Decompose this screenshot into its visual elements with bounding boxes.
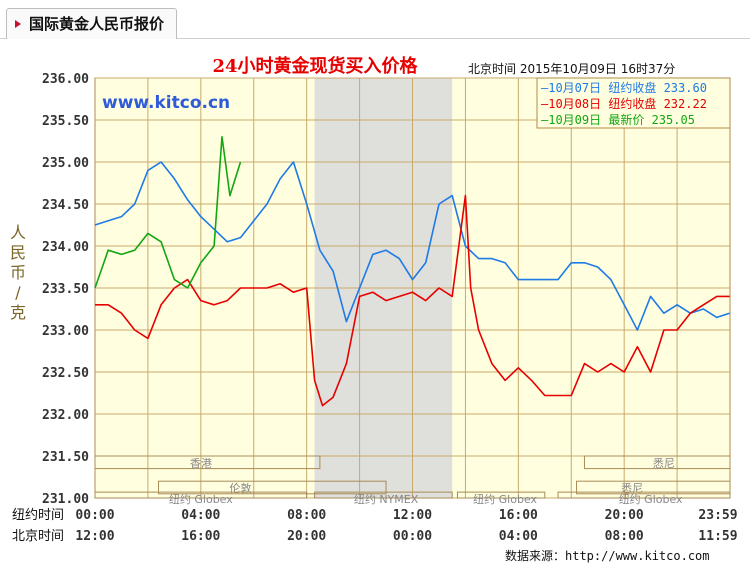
x-tick-label: 08:00 xyxy=(287,508,326,523)
x-row-label: 北京时间 xyxy=(12,529,64,544)
session-box xyxy=(158,480,387,495)
session-box xyxy=(456,491,546,499)
x-tick-label: 20:00 xyxy=(287,529,326,544)
session-label: 悉尼 xyxy=(653,457,675,470)
chart-title: 24小时黄金现货买入价格 xyxy=(212,55,418,77)
series-lines xyxy=(94,136,730,407)
x-tick-label: 16:00 xyxy=(181,529,220,544)
series-line-1 xyxy=(95,194,730,407)
session-label: 纽约 Globex xyxy=(619,492,683,506)
legend: —10月07日 纽约收盘 233.60—10月08日 纽约收盘 232.22—1… xyxy=(536,77,731,129)
legend-entry: —10月07日 纽约收盘 233.60 xyxy=(541,80,707,95)
y-label-char: 人 xyxy=(10,223,26,242)
x-tick-label: 12:00 xyxy=(393,508,432,523)
y-tick-label: 231.00 xyxy=(42,492,89,507)
session-label: 纽约 NYMEX xyxy=(354,492,419,506)
session-box xyxy=(314,491,453,499)
legend-entry: —10月08日 纽约收盘 232.22 xyxy=(541,96,707,111)
x-tick-label: 12:00 xyxy=(75,529,114,544)
x-tick-label: 04:00 xyxy=(499,529,538,544)
y-label-char: 克 xyxy=(10,303,26,322)
x-tick-label: 23:59 xyxy=(698,508,737,523)
y-tick-label: 233.50 xyxy=(42,282,89,297)
chart-panel: 香港 悉尼 伦敦 悉尼 纽约 Globex 纽约 NYMEX 纽约 Globex 纽约 Glo… xyxy=(0,40,750,568)
session-box xyxy=(94,491,308,499)
x-tick-label: 20:00 xyxy=(605,508,644,523)
session-label: 纽约 Globex xyxy=(473,492,537,506)
session-box xyxy=(557,491,731,499)
session-label: 纽约 Globex xyxy=(169,492,233,506)
x-tick-label: 16:00 xyxy=(499,508,538,523)
session-box xyxy=(576,480,731,495)
y-tick-label: 233.00 xyxy=(42,324,89,339)
x-tick-labels: 纽约时间 00:00 04:00 08:00 12:00 16:00 20:00 23:59 北… xyxy=(12,508,738,544)
y-tick-labels: 236.00 235.50 235.00 234.50 234.00 233.50 233.… xyxy=(42,72,89,507)
x-tick-label: 08:00 xyxy=(605,529,644,544)
y-tick-label: 234.00 xyxy=(42,240,89,255)
session-box xyxy=(583,455,731,470)
y-tick-label: 232.00 xyxy=(42,408,89,423)
tab-arrow-icon xyxy=(15,20,21,28)
tab-title: 国际黄金人民币报价 xyxy=(29,15,165,33)
timestamp: 北京时间 2015年10月09日 16时37分 xyxy=(468,62,675,76)
y-axis-label: 人民币/克 xyxy=(10,223,26,322)
y-label-char: / xyxy=(15,283,21,302)
y-tick-label: 236.00 xyxy=(42,72,89,87)
y-tick-label: 232.50 xyxy=(42,366,89,381)
session-label: 伦敦 xyxy=(230,481,252,495)
session-label: 香港 xyxy=(190,457,212,470)
y-tick-label: 235.00 xyxy=(42,156,89,171)
y-tick-label: 234.50 xyxy=(42,198,89,213)
watermark: www.kitco.cn xyxy=(102,93,230,113)
x-tick-label: 00:00 xyxy=(75,508,114,523)
legend-box xyxy=(536,77,731,129)
session-box xyxy=(94,455,321,470)
data-source: 数据来源：http://www.kitco.com xyxy=(505,548,710,563)
x-row-label: 纽约时间 xyxy=(12,508,64,523)
x-tick-label: 00:00 xyxy=(393,529,432,544)
x-tick-label: 04:00 xyxy=(181,508,220,523)
tab-bar: 国际黄金人民币报价 xyxy=(0,0,750,39)
x-tick-label: 11:59 xyxy=(698,529,737,544)
y-label-char: 币 xyxy=(10,263,26,282)
legend-entry: —10月09日 最新价 235.05 xyxy=(541,112,695,127)
y-label-char: 民 xyxy=(10,243,26,262)
tab-gold-rmb-quote[interactable]: 国际黄金人民币报价 xyxy=(6,8,178,39)
series-line-2 xyxy=(94,136,242,289)
y-tick-label: 235.50 xyxy=(42,114,89,129)
series-line-0 xyxy=(94,161,730,331)
y-tick-label: 231.50 xyxy=(42,450,89,465)
